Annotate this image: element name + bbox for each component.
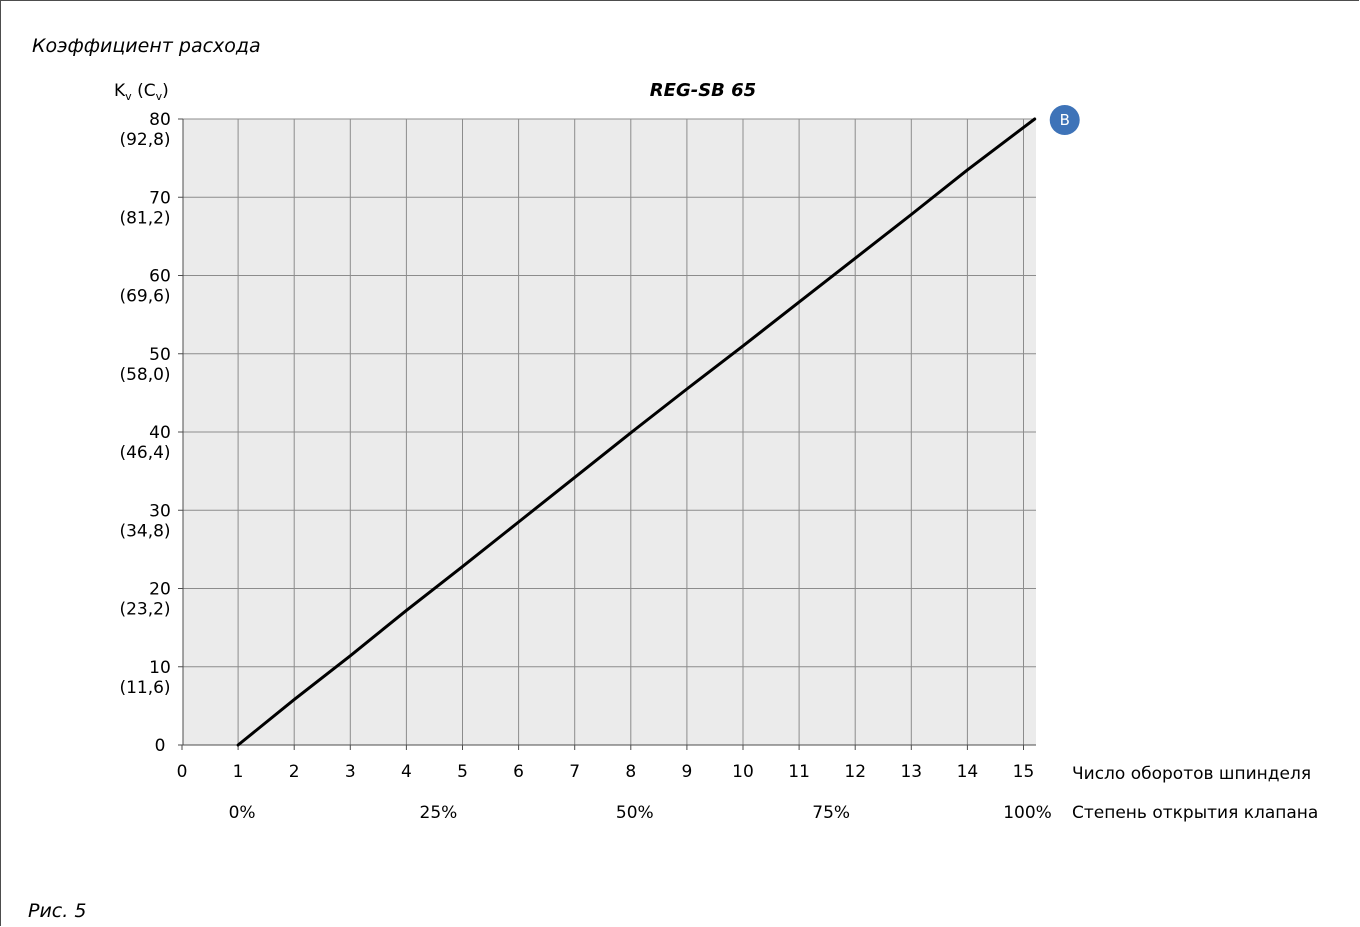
series-layer (236, 117, 1037, 747)
series-line (236, 117, 1037, 747)
x-tick-label: 9 (681, 762, 692, 782)
section-title: Коэффициент расхода (32, 35, 261, 57)
y-tick-alt-label: (34,8) (119, 521, 170, 541)
x-tick-label: 15 (1013, 762, 1035, 782)
x-tick-label: 14 (957, 762, 979, 782)
x-tick-label: 10 (732, 762, 754, 782)
x-tick-label: 4 (401, 762, 412, 782)
x-tick-label: 5 (457, 762, 468, 782)
y-tick-label: 40 (149, 423, 171, 443)
y-tick-label: 20 (149, 580, 171, 600)
y-tick-alt-label: (11,6) (119, 678, 170, 698)
axis-ticks: 0 1 2 3 4 5 6 7 8 9 10 11 12 13 14 15010(11,6)20(23,2)3… (119, 110, 1051, 823)
y-tick-label: 70 (149, 188, 171, 208)
x-tick-label: 7 (569, 762, 580, 782)
x-tick-label: 1 (233, 762, 244, 782)
y-tick-alt-label: (92,8) (119, 130, 170, 150)
x-tick-label: 12 (844, 762, 866, 782)
secondary-x-axis-label: Степень открытия клапана (1072, 803, 1318, 823)
figure-caption: Рис. 5 (28, 900, 86, 922)
y-tick-label: 30 (149, 501, 171, 521)
y-tick-label: 50 (149, 345, 171, 365)
chart-title: REG-SB 65 (650, 80, 756, 101)
point-b-badge: B (1049, 105, 1080, 135)
secondary-tick-label: 75% (812, 803, 850, 823)
x-tick-label: 8 (625, 762, 636, 782)
y-tick-label: 10 (149, 658, 171, 678)
secondary-tick-label: 25% (420, 803, 458, 823)
point-b-badge-label: B (1060, 111, 1070, 129)
secondary-tick-label: 100% (1003, 803, 1052, 823)
y-tick-alt-label: (46,4) (119, 443, 170, 463)
y-tick-alt-label: (81,2) (119, 208, 170, 228)
x-axis-label: Число оборотов шпинделя (1072, 764, 1311, 784)
x-tick-label: 13 (900, 762, 922, 782)
y-tick-label: 60 (149, 267, 171, 287)
x-tick-label: 6 (513, 762, 524, 782)
x-tick-label: 3 (345, 762, 356, 782)
secondary-tick-label: 50% (616, 803, 654, 823)
y-tick-alt-label: (23,2) (119, 600, 170, 620)
y-tick-alt-label: (58,0) (119, 365, 170, 385)
x-tick-label: 2 (289, 762, 300, 782)
x-tick-label: 11 (788, 762, 810, 782)
x-tick-label: 0 (177, 762, 188, 782)
y-tick-alt-label: (69,6) (119, 287, 170, 307)
y-axis-label: Kv (Cv) (114, 81, 169, 103)
y-tick-label: 80 (149, 110, 171, 130)
secondary-tick-label: 0% (229, 803, 256, 823)
y-tick-label: 0 (155, 736, 166, 756)
